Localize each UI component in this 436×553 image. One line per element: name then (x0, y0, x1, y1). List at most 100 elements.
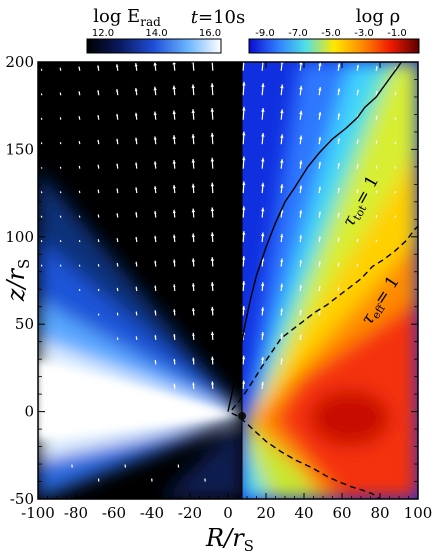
erad-colorbar-ticks: 12.0 14.0 16.0 (92, 28, 221, 39)
velocity-arrow (153, 186, 157, 194)
velocity-arrow (260, 282, 265, 292)
velocity-arrow (172, 110, 176, 120)
velocity-arrow (97, 478, 100, 482)
velocity-arrow (337, 237, 340, 243)
velocity-arrow (210, 331, 215, 340)
velocity-arrow (356, 89, 359, 96)
rho-colorbar-label: log ρ (356, 6, 400, 27)
velocity-arrow (261, 108, 265, 120)
velocity-arrow (135, 336, 138, 341)
velocity-arrow (116, 238, 119, 243)
velocity-arrow (318, 211, 321, 218)
velocity-arrow (191, 258, 196, 267)
erad-colorbar-bar (86, 38, 222, 54)
velocity-arrow (172, 234, 176, 243)
velocity-arrow (191, 134, 195, 145)
velocity-arrow (192, 357, 195, 365)
velocity-arrow (78, 190, 81, 194)
velocity-arrow (59, 67, 62, 71)
rho-colorbar: log ρ -9.0 -7.0 -5.0 -3.0 -1.0 (248, 6, 420, 54)
velocity-arrow (375, 140, 378, 145)
velocity-arrow (153, 136, 157, 145)
velocity-arrow (299, 235, 303, 243)
velocity-arrow (337, 63, 341, 71)
velocity-arrow (280, 159, 284, 169)
velocity-arrow (394, 191, 397, 194)
velocity-arrow (116, 138, 119, 145)
velocity-arrow (40, 191, 43, 194)
erad-colorbar-label: log Erad (93, 6, 161, 29)
rho-colorbar-ticks: -9.0 -7.0 -5.0 -3.0 -1.0 (255, 28, 407, 39)
erad-label-main: log E (93, 6, 140, 27)
velocity-arrow (260, 232, 265, 243)
colorbar-tick-label: 16.0 (199, 28, 221, 39)
velocity-arrow (242, 106, 246, 120)
velocity-arrow (261, 182, 265, 194)
colorbar-tick-label: -7.0 (288, 28, 308, 39)
velocity-arrow (242, 131, 246, 145)
velocity-arrow (210, 281, 215, 292)
tau-tot-contour (227, 62, 403, 412)
velocity-arrow (116, 88, 119, 96)
velocity-arrow (318, 286, 321, 292)
colorbar-tick-label: -3.0 (354, 28, 374, 39)
velocity-arrow (210, 207, 215, 218)
velocity-arrow (97, 288, 100, 292)
velocity-arrow (40, 93, 43, 96)
velocity-arrow (97, 313, 100, 316)
velocity-arrow (116, 163, 119, 169)
velocity-arrow (153, 62, 157, 71)
velocity-arrow (173, 333, 176, 340)
y-axis-ticks: -50 0 50 100 150 200 (5, 53, 418, 508)
velocity-arrow (280, 134, 284, 145)
velocity-arrow (153, 161, 157, 169)
velocity-arrow (356, 164, 359, 169)
velocity-arrow (356, 189, 359, 194)
velocity-arrow (210, 132, 215, 145)
velocity-arrow (78, 165, 81, 169)
title-variable: t (191, 7, 199, 28)
velocity-arrow (191, 208, 196, 218)
y-axis-label-sub: S (15, 259, 33, 269)
velocity-arrow (394, 215, 397, 218)
velocity-arrow (242, 206, 246, 218)
velocity-arrow (356, 263, 359, 267)
velocity-arrow (78, 91, 81, 96)
erad-label-sub: rad (140, 15, 161, 29)
velocity-arrow (299, 210, 303, 218)
velocity-arrow (261, 381, 264, 389)
velocity-arrow (135, 311, 138, 316)
velocity-arrow (318, 62, 322, 71)
velocity-arrow (153, 86, 157, 96)
optical-depth-contours (227, 62, 418, 499)
velocity-arrow (78, 215, 81, 218)
x-tick-label: 100 (404, 504, 433, 522)
velocity-arrow (134, 87, 138, 96)
y-tick-label: -50 (10, 490, 34, 508)
x-tick-label: 0 (223, 504, 233, 522)
velocity-arrow (356, 64, 359, 71)
velocity-arrow (134, 62, 138, 71)
velocity-arrow (97, 90, 100, 96)
velocity-arrow (356, 214, 359, 218)
velocity-arrow (135, 162, 138, 169)
velocity-arrow (337, 138, 340, 145)
x-tick-label: 80 (370, 504, 389, 522)
velocity-arrow (280, 308, 283, 316)
velocity-arrow (318, 136, 322, 145)
velocity-arrow (337, 262, 340, 267)
velocity-arrow (280, 283, 284, 292)
velocity-arrow (59, 142, 62, 145)
velocity-arrow (97, 65, 100, 71)
velocity-arrow (337, 187, 340, 194)
x-axis-label-sub: S (244, 537, 254, 553)
x-tick-label: -40 (140, 504, 164, 522)
velocity-arrow (210, 232, 215, 243)
velocity-arrow (280, 333, 283, 340)
velocity-arrow (177, 464, 180, 468)
velocity-arrow (154, 310, 157, 316)
velocity-arrow (192, 332, 195, 340)
x-axis-label: R/rS (205, 524, 254, 553)
velocity-arrow (299, 110, 303, 120)
velocity-arrow (242, 355, 246, 365)
